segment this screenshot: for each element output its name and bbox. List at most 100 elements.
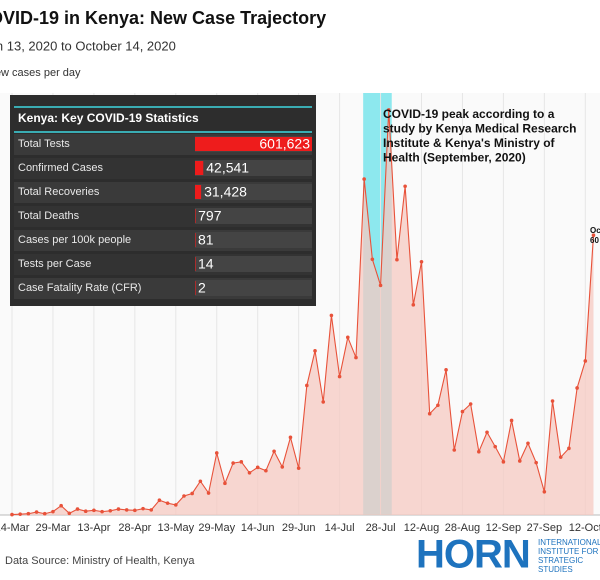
row-label: Cases per 100k people	[18, 234, 131, 246]
point	[116, 507, 121, 511]
point	[436, 403, 440, 408]
point	[534, 460, 538, 465]
point	[100, 509, 104, 514]
logo-text: INTERNATIONAL	[538, 538, 600, 547]
row-label: Case Fatality Rate (CFR)	[18, 282, 141, 294]
logo-text: INSTITUTE FOR	[538, 547, 599, 556]
point	[452, 448, 457, 452]
point	[296, 466, 301, 470]
annotation: Institute & Kenya's Ministry of	[383, 136, 556, 150]
x-tick-label: 14-Jul	[325, 522, 355, 534]
x-tick-label: 12-Oct	[569, 522, 600, 534]
point	[206, 491, 211, 495]
point	[92, 508, 96, 513]
point	[133, 508, 137, 513]
point	[239, 460, 244, 464]
row-label: Total Tests	[18, 138, 70, 150]
point	[42, 511, 47, 516]
area	[12, 109, 594, 515]
row-value: 81	[198, 232, 214, 248]
x-tick-label: 12-Aug	[404, 522, 439, 534]
value-track	[195, 256, 312, 272]
value-track	[195, 280, 312, 296]
point	[198, 479, 203, 484]
data-source: Data Source: Ministry of Health, Kenya	[5, 555, 195, 567]
x-tick-label: 29-May	[198, 522, 235, 534]
point	[51, 509, 55, 514]
row-value: 797	[198, 208, 222, 224]
point	[10, 512, 14, 517]
value-bar	[195, 209, 196, 223]
point	[411, 303, 416, 307]
x-tick-label: 27-Sep	[527, 522, 562, 534]
value-bar	[195, 161, 204, 175]
point	[485, 430, 489, 435]
row-label: Total Recoveries	[18, 186, 100, 198]
point	[321, 400, 326, 404]
point	[124, 508, 129, 512]
value-track	[195, 160, 312, 176]
point	[182, 494, 186, 498]
point	[272, 449, 276, 454]
point	[550, 399, 555, 403]
point	[509, 418, 514, 423]
point	[444, 368, 448, 372]
point	[305, 383, 309, 388]
point	[337, 374, 342, 379]
point	[174, 503, 178, 507]
point	[354, 355, 358, 360]
point	[345, 335, 350, 340]
chart-subtitle: March 13, 2020 to October 14, 2020	[0, 38, 176, 53]
point	[83, 509, 88, 514]
point	[419, 260, 424, 264]
value-track	[195, 184, 312, 200]
point	[190, 491, 194, 496]
point	[526, 441, 530, 446]
logo: HORN	[416, 533, 530, 577]
point	[583, 359, 588, 363]
point	[460, 409, 465, 414]
point	[34, 510, 39, 514]
row-label: Tests per Case	[18, 258, 91, 270]
point	[517, 459, 522, 463]
chart-title: COVID-19 in Kenya: New Case Trajectory	[0, 8, 326, 28]
x-tick-label: 13-Apr	[77, 522, 110, 534]
value-bar	[195, 257, 196, 271]
value-track	[195, 232, 312, 248]
x-tick-label: 29-Jun	[282, 522, 316, 534]
logo-text: STUDIES	[538, 565, 573, 574]
table-title: Kenya: Key COVID-19 Statistics	[18, 111, 199, 125]
x-tick-label: 14-Mar	[0, 522, 30, 534]
end-label: Oc	[590, 226, 600, 235]
point	[59, 503, 63, 508]
point	[255, 465, 260, 470]
point	[493, 444, 498, 449]
point	[370, 257, 375, 262]
point	[386, 108, 391, 112]
point	[264, 468, 268, 473]
point	[231, 461, 235, 465]
point	[141, 506, 145, 511]
row-value: 14	[198, 256, 214, 272]
x-tick-label: 14-Jun	[241, 522, 275, 534]
x-tick-label: 13-May	[157, 522, 194, 534]
point	[313, 349, 317, 353]
point	[477, 449, 481, 454]
x-tick-label: 28-Apr	[118, 522, 151, 534]
end-label: 60	[590, 236, 599, 245]
row-label: Total Deaths	[18, 210, 80, 222]
annotation: Health (September, 2020)	[383, 151, 526, 165]
value-bar	[195, 185, 202, 199]
x-tick-label: 12-Sep	[486, 522, 521, 534]
point	[558, 455, 563, 459]
point	[214, 451, 219, 455]
point	[395, 257, 399, 262]
point	[280, 465, 285, 469]
point	[427, 411, 432, 416]
point	[362, 177, 366, 181]
value-bar	[195, 233, 196, 247]
point	[468, 402, 473, 406]
annotation: COVID-19 peak according to a	[383, 107, 555, 121]
row-label: Confirmed Cases	[18, 162, 103, 174]
